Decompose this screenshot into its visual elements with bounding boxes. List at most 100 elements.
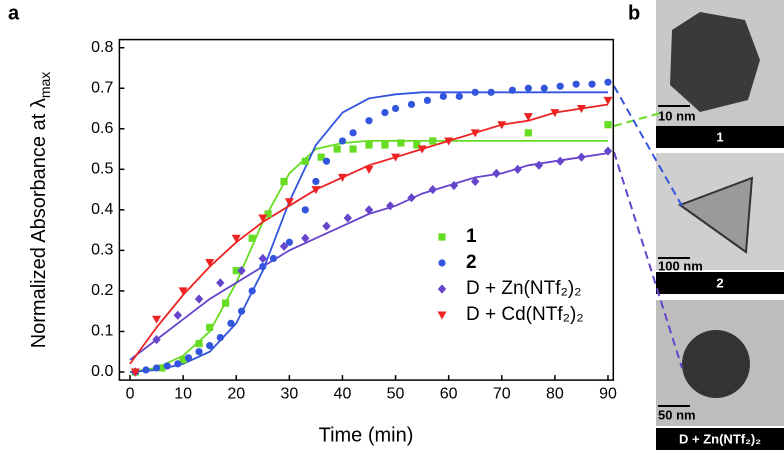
data-point	[248, 234, 256, 242]
data-point	[449, 180, 459, 191]
caption-bar	[656, 126, 784, 148]
data-point	[152, 334, 161, 345]
data-point	[417, 145, 427, 154]
data-point	[279, 241, 289, 251]
data-point	[222, 299, 230, 307]
data-point	[428, 184, 437, 195]
data-point	[130, 368, 140, 377]
data-point	[423, 96, 432, 105]
x-axis-title: Time (min)	[319, 424, 414, 446]
data-point	[258, 253, 267, 264]
data-point	[572, 80, 580, 88]
data-point	[178, 287, 188, 296]
data-point	[333, 145, 341, 153]
data-point	[158, 364, 166, 372]
connector	[613, 151, 683, 369]
data-point	[365, 141, 373, 149]
scale-label: 50 nm	[658, 407, 696, 422]
legend-label: 1	[466, 226, 477, 247]
data-point	[577, 152, 586, 162]
data-point	[237, 266, 246, 276]
data-point	[524, 129, 532, 137]
y-tick-label: 0.0	[91, 363, 113, 380]
legend-marker	[438, 259, 446, 267]
data-point	[237, 307, 246, 315]
x-tick-label: 40	[334, 385, 352, 402]
data-point	[603, 96, 613, 105]
data-point	[184, 354, 193, 362]
x-tick-label: 80	[546, 385, 564, 402]
data-point	[444, 137, 454, 146]
panel-label: a	[8, 2, 20, 24]
data-point	[391, 104, 400, 113]
fit-line	[129, 140, 608, 373]
data-point	[497, 121, 507, 130]
x-tick-label: 0	[126, 385, 135, 402]
data-point	[338, 137, 347, 145]
x-tick-label: 50	[387, 385, 405, 402]
data-point	[381, 108, 389, 117]
data-point	[386, 201, 395, 211]
data-point	[540, 84, 548, 92]
data-point	[152, 315, 162, 324]
caption-bar	[656, 272, 784, 294]
y-axis-title: Normalized Absorbance at λmax	[28, 72, 52, 349]
data-point	[301, 157, 309, 165]
y-axis-title-main: Normalized Absorbance at λ	[28, 98, 50, 348]
data-point	[407, 100, 416, 109]
y-tick-label: 0.4	[91, 201, 113, 218]
x-tick-label: 90	[599, 385, 617, 402]
data-point	[413, 141, 421, 149]
particle	[677, 176, 754, 254]
scale-label: 10 nm	[658, 108, 696, 123]
data-point	[285, 238, 293, 246]
data-point	[248, 287, 256, 295]
x-tick-label: 70	[493, 385, 511, 402]
y-tick-label: 0.5	[91, 161, 113, 178]
image-caption: D + Zn(NTf₂)₂	[679, 431, 761, 446]
tem-image: 10 nm 100 nm 50 nm 1 2 D + Zn(NTf₂)₂	[656, 0, 784, 450]
data-point	[588, 80, 596, 88]
data-point	[264, 210, 272, 218]
data-point	[142, 366, 150, 374]
data-point	[604, 78, 612, 86]
data-point	[231, 234, 241, 243]
particle	[682, 330, 750, 398]
data-point	[301, 206, 309, 214]
data-point	[311, 186, 321, 195]
data-point	[194, 294, 204, 304]
x-tick-label: 10	[174, 385, 192, 402]
data-point	[232, 267, 240, 275]
data-point	[513, 164, 522, 174]
data-point	[173, 310, 183, 320]
data-point	[259, 263, 267, 271]
data-point	[301, 233, 310, 243]
data-point	[439, 92, 447, 100]
data-point	[429, 137, 437, 145]
legend-marker	[438, 233, 446, 241]
data-point	[163, 362, 171, 370]
y-tick-label: 0.1	[91, 323, 113, 340]
legend-marker	[437, 284, 447, 294]
data-point	[524, 84, 532, 92]
x-tick-label: 30	[280, 385, 298, 402]
data-point	[603, 146, 613, 156]
data-point	[152, 364, 161, 372]
data-point	[555, 156, 565, 166]
fit-line	[129, 91, 608, 373]
data-point	[337, 173, 347, 182]
data-point	[604, 121, 612, 129]
data-point	[322, 157, 331, 165]
data-point	[205, 259, 215, 268]
data-point	[364, 165, 374, 174]
data-point	[508, 86, 516, 94]
data-point	[487, 88, 495, 96]
fit-line	[129, 152, 609, 361]
data-point	[258, 214, 268, 223]
data-point	[364, 205, 374, 215]
y-tick-label: 0.8	[91, 39, 113, 56]
data-point	[312, 177, 320, 186]
data-point	[556, 82, 564, 90]
connector	[613, 85, 683, 207]
y-tick-label: 0.3	[91, 242, 113, 259]
